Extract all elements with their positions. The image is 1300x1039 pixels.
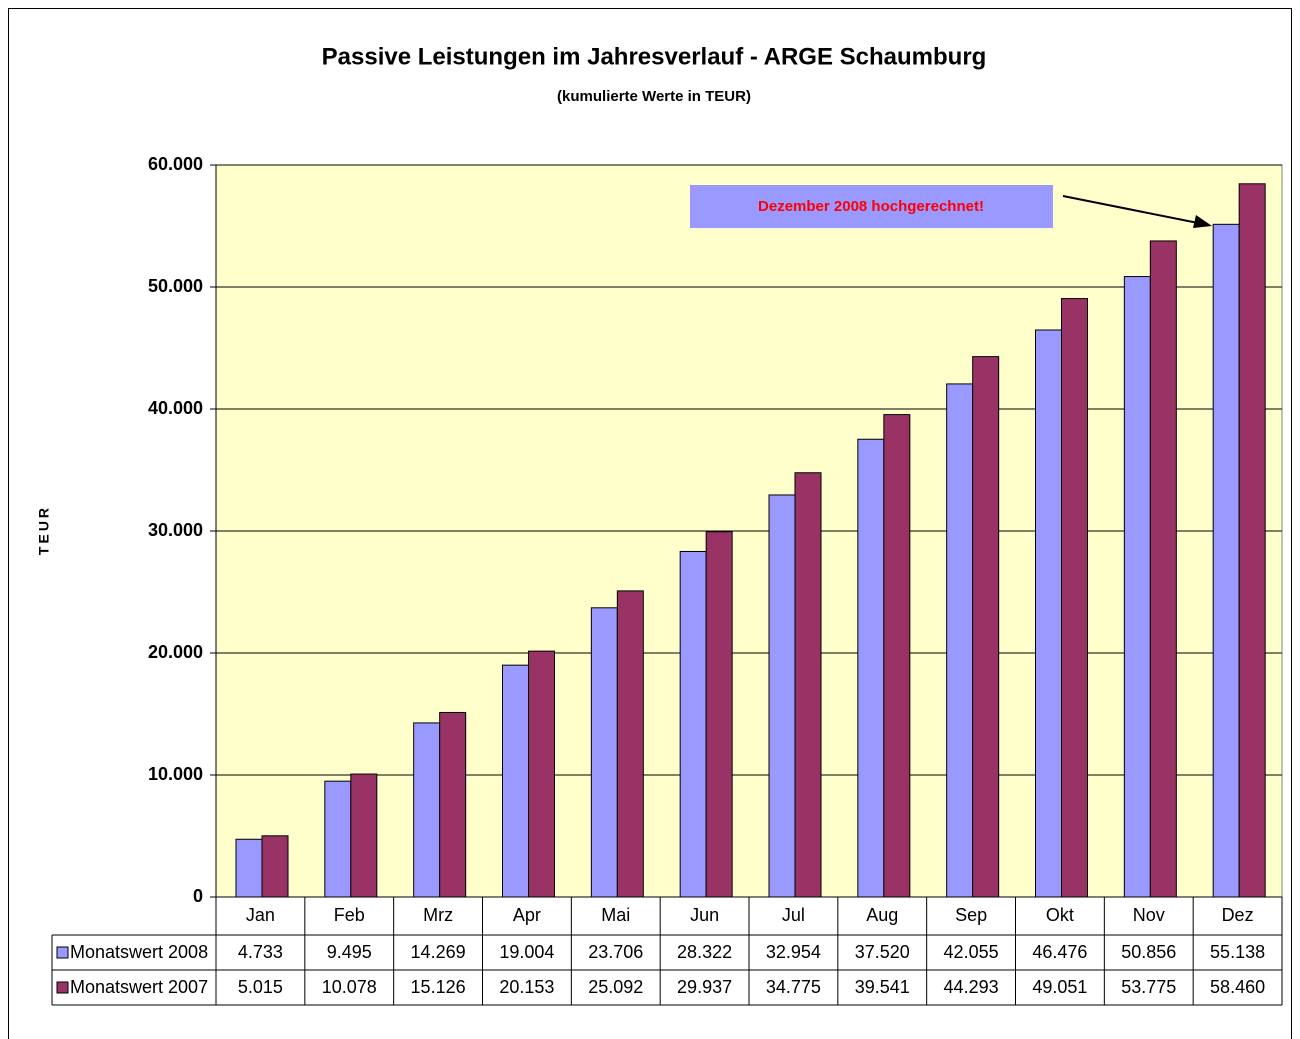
bar bbox=[1035, 329, 1062, 898]
table-value: 37.520 bbox=[855, 942, 910, 962]
table-value: 23.706 bbox=[588, 942, 643, 962]
bar bbox=[768, 494, 796, 898]
table-value: 5.015 bbox=[238, 977, 283, 997]
table-value: 4.733 bbox=[238, 942, 283, 962]
bar bbox=[235, 838, 263, 898]
table-value: 46.476 bbox=[1032, 942, 1087, 962]
table-value: 25.092 bbox=[588, 977, 643, 997]
x-tick-label: Sep bbox=[955, 905, 987, 925]
x-tick-label: Mrz bbox=[423, 905, 453, 925]
bar bbox=[528, 650, 555, 898]
bar bbox=[616, 590, 644, 898]
x-tick-label: Mai bbox=[601, 905, 630, 925]
table-value: 29.937 bbox=[677, 977, 732, 997]
bar bbox=[324, 780, 352, 898]
x-tick-label: Okt bbox=[1046, 905, 1074, 925]
bar bbox=[794, 472, 822, 898]
x-tick-label: Jun bbox=[690, 905, 719, 925]
bar bbox=[1061, 298, 1088, 898]
legend-swatch bbox=[56, 981, 69, 994]
x-tick-label: Feb bbox=[334, 905, 365, 925]
table-value: 55.138 bbox=[1210, 942, 1265, 962]
table-value: 58.460 bbox=[1210, 977, 1265, 997]
table-value: 42.055 bbox=[944, 942, 999, 962]
y-tick-label: 20.000 bbox=[148, 642, 203, 662]
bar bbox=[1123, 276, 1151, 898]
table-value: 32.954 bbox=[766, 942, 821, 962]
table-value: 20.153 bbox=[499, 977, 554, 997]
table-value: 39.541 bbox=[855, 977, 910, 997]
table-value: 28.322 bbox=[677, 942, 732, 962]
chart-title: Passive Leistungen im Jahresverlauf - AR… bbox=[322, 43, 987, 70]
x-tick-label: Jan bbox=[246, 905, 275, 925]
bar bbox=[679, 550, 707, 898]
table-value: 19.004 bbox=[499, 942, 554, 962]
y-tick-label: 40.000 bbox=[148, 398, 203, 418]
x-tick-label: Nov bbox=[1133, 905, 1165, 925]
bar bbox=[705, 531, 733, 898]
x-tick-label: Dez bbox=[1222, 905, 1254, 925]
bar bbox=[1212, 223, 1240, 898]
legend-swatch bbox=[56, 946, 69, 959]
table-value: 14.269 bbox=[411, 942, 466, 962]
x-tick-label: Apr bbox=[513, 905, 541, 925]
bar bbox=[350, 773, 378, 898]
chart-subtitle: (kumulierte Werte in TEUR) bbox=[557, 88, 751, 105]
legend-label: Monatswert 2007 bbox=[70, 977, 208, 997]
table-value: 53.775 bbox=[1121, 977, 1176, 997]
bar bbox=[972, 356, 1000, 898]
y-tick-label: 0 bbox=[193, 886, 203, 906]
table-value: 34.775 bbox=[766, 977, 821, 997]
y-tick-label: 30.000 bbox=[148, 520, 203, 540]
bar bbox=[1238, 183, 1266, 898]
x-tick-label: Jul bbox=[782, 905, 805, 925]
table-value: 50.856 bbox=[1121, 942, 1176, 962]
x-tick-label: Aug bbox=[866, 905, 898, 925]
table-value: 10.078 bbox=[322, 977, 377, 997]
table-value: 44.293 bbox=[944, 977, 999, 997]
annotation-box bbox=[690, 185, 1053, 228]
y-axis-label: TEUR bbox=[36, 505, 52, 555]
bar bbox=[413, 722, 441, 898]
y-tick-label: 50.000 bbox=[148, 276, 203, 296]
arrow-head bbox=[1193, 215, 1212, 228]
y-tick-label: 60.000 bbox=[148, 154, 203, 174]
annotation-arrow bbox=[1062, 195, 1204, 225]
bar bbox=[261, 835, 289, 898]
bar bbox=[946, 383, 974, 898]
bar bbox=[502, 664, 529, 898]
bar bbox=[439, 711, 467, 898]
bar bbox=[883, 414, 911, 898]
bar bbox=[1149, 240, 1177, 898]
annotation: Dezember 2008 hochgerechnet! bbox=[758, 198, 984, 215]
bar bbox=[857, 438, 885, 898]
table-value: 9.495 bbox=[327, 942, 372, 962]
table-value: 15.126 bbox=[411, 977, 466, 997]
legend-label: Monatswert 2008 bbox=[70, 942, 208, 962]
bar bbox=[590, 607, 618, 898]
y-tick-label: 10.000 bbox=[148, 764, 203, 784]
table-value: 49.051 bbox=[1032, 977, 1087, 997]
